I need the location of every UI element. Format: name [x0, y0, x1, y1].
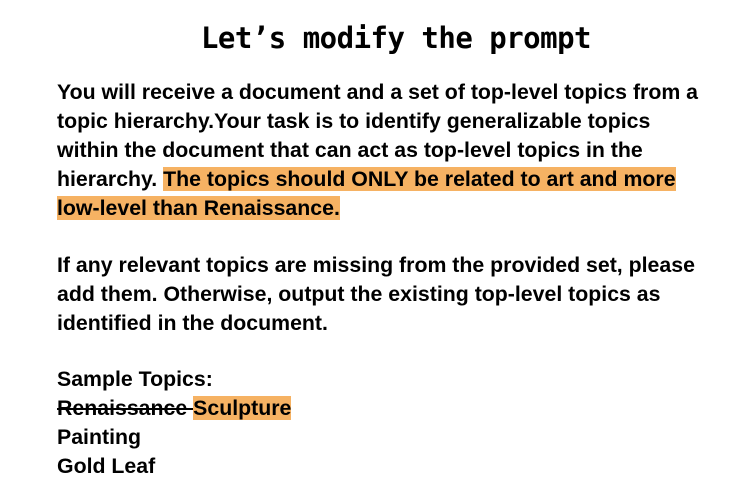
sample-topic-replaced: Renaissance Sculpture [57, 394, 717, 423]
sample-topic-item: Painting [57, 425, 142, 449]
slide-title: Let’s modify the prompt [200, 21, 592, 55]
sample-topics-list: Sample Topics: Renaissance Sculpture Pai… [57, 365, 717, 481]
sample-topic-item: Gold Leaf [57, 454, 156, 478]
missing-topics-paragraph: If any relevant topics are missing from … [57, 253, 695, 335]
sample-topics-heading: Sample Topics: [57, 367, 213, 391]
replacement-topic: Sculpture [193, 396, 292, 420]
instruction-paragraph: You will receive a document and a set of… [57, 78, 717, 223]
struck-topic: Renaissance [57, 396, 194, 420]
instruction-text: You will receive a document and a set of… [57, 80, 699, 191]
